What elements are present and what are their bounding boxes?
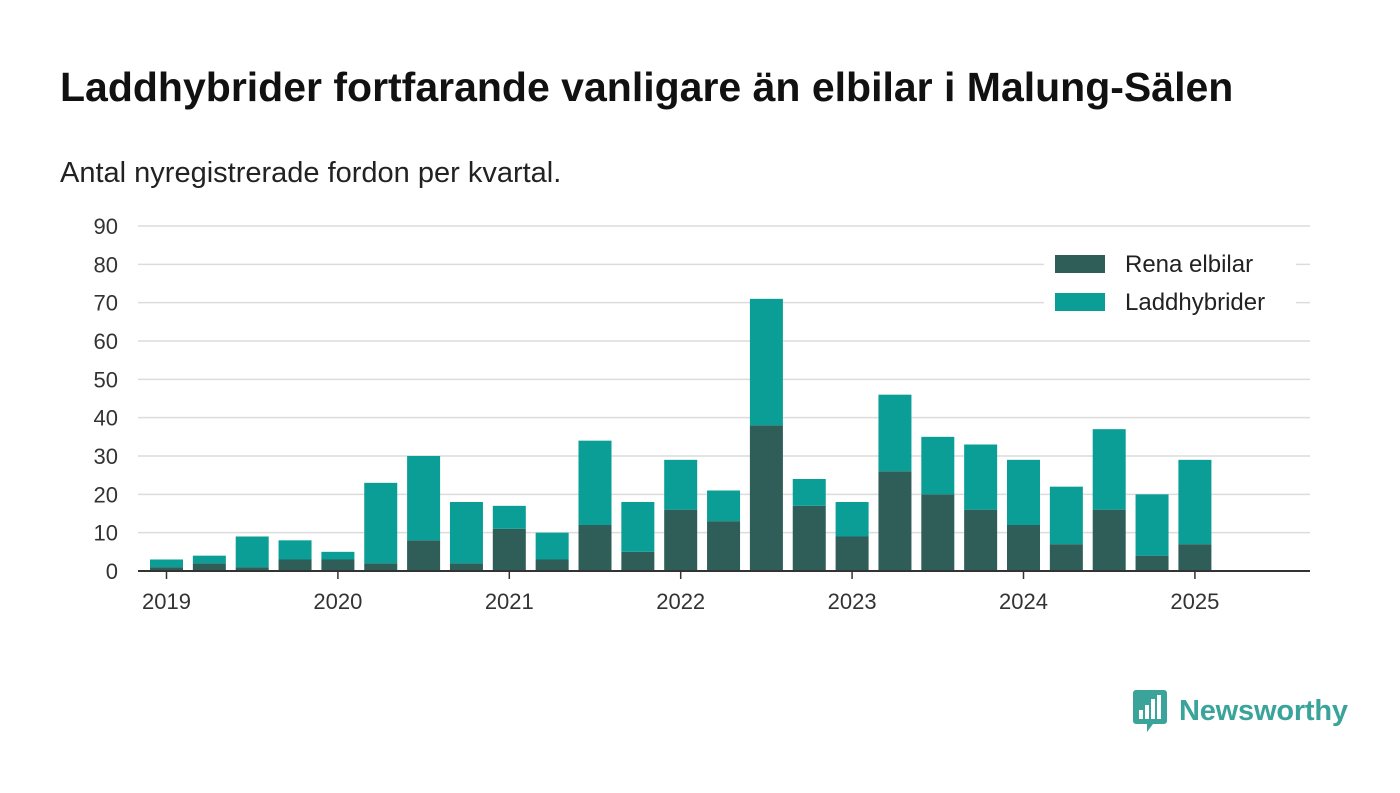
bar-rena-elbilar — [1007, 525, 1040, 571]
bar-laddhybrider — [535, 532, 569, 560]
y-tick-label: 20 — [94, 482, 118, 507]
bar-rena-elbilar — [364, 563, 398, 571]
y-tick-label: 80 — [94, 252, 118, 277]
bar-laddhybrider — [664, 459, 698, 510]
bar-laddhybrider — [364, 482, 398, 564]
x-tick-label: 2019 — [142, 589, 191, 614]
bar-rena-elbilar — [921, 494, 955, 571]
bar-rena-elbilar — [321, 559, 355, 571]
bar-rena-elbilar — [749, 425, 783, 571]
bar-rena-elbilar — [278, 559, 312, 571]
legend-label: Rena elbilar — [1125, 251, 1253, 278]
chart-title: Laddhybrider fortfarande vanligare än el… — [60, 64, 1234, 110]
bar-laddhybrider — [1049, 486, 1083, 545]
bar-laddhybrider — [1007, 459, 1040, 525]
bar-laddhybrider — [150, 559, 183, 568]
bar-rena-elbilar — [835, 536, 869, 571]
bar-rena-elbilar — [1049, 544, 1083, 571]
x-axis: 2019 2020 2021 2022 2023 2024 2025 — [138, 570, 1310, 614]
bar-laddhybrider — [449, 502, 483, 564]
bar-laddhybrider — [321, 551, 355, 560]
bar-laddhybrider — [578, 440, 612, 525]
bar-rena-elbilar — [192, 563, 226, 571]
bar-series — [150, 298, 1212, 571]
chart-subtitle: Antal nyregistrerade fordon per kvartal. — [60, 157, 562, 189]
bar-rena-elbilar — [792, 505, 826, 571]
y-tick-label: 30 — [94, 444, 118, 469]
legend: Rena elbilar Laddhybrider — [1044, 246, 1296, 318]
bar-laddhybrider — [1178, 459, 1212, 545]
bar-rena-elbilar — [492, 528, 526, 571]
bar-laddhybrider — [921, 436, 955, 495]
x-tick-label: 2020 — [313, 589, 362, 614]
bar-laddhybrider — [1092, 429, 1126, 510]
newsworthy-logo: Newsworthy — [1133, 690, 1348, 732]
y-tick-label: 70 — [94, 291, 118, 316]
bar-laddhybrider — [492, 505, 526, 529]
bar-rena-elbilar — [235, 567, 269, 571]
y-tick-label: 10 — [94, 521, 118, 546]
bar-laddhybrider — [1135, 494, 1169, 556]
bar-laddhybrider — [192, 555, 226, 564]
bar-rena-elbilar — [1178, 544, 1212, 571]
y-tick-label: 0 — [106, 559, 118, 584]
y-tick-label: 60 — [94, 329, 118, 354]
bar-laddhybrider — [707, 490, 741, 522]
legend-label: Laddhybrider — [1125, 289, 1265, 316]
bar-laddhybrider — [792, 479, 826, 506]
bar-laddhybrider — [278, 540, 312, 560]
bar-rena-elbilar — [150, 567, 183, 571]
y-tick-label: 50 — [94, 367, 118, 392]
legend-swatch — [1055, 255, 1105, 273]
bar-rena-elbilar — [664, 509, 698, 571]
bar-chart-icon — [1133, 690, 1167, 732]
bar-rena-elbilar — [964, 509, 998, 571]
bar-rena-elbilar — [1135, 555, 1169, 571]
x-tick-label: 2023 — [828, 589, 877, 614]
bar-rena-elbilar — [578, 525, 612, 571]
bar-laddhybrider — [621, 502, 655, 552]
bar-laddhybrider — [407, 456, 441, 541]
bar-rena-elbilar — [707, 521, 741, 571]
bar-laddhybrider — [235, 536, 269, 568]
x-tick-label: 2025 — [1170, 589, 1219, 614]
x-tick-label: 2022 — [656, 589, 705, 614]
bar-rena-elbilar — [535, 559, 569, 571]
brand-name: Newsworthy — [1179, 694, 1348, 727]
bar-rena-elbilar — [621, 551, 655, 571]
x-tick-label: 2021 — [485, 589, 534, 614]
legend-swatch — [1055, 293, 1105, 311]
x-tick-label: 2024 — [999, 589, 1048, 614]
y-tick-label: 90 — [94, 214, 118, 239]
y-tick-label: 40 — [94, 406, 118, 431]
bar-laddhybrider — [749, 298, 783, 426]
bar-rena-elbilar — [878, 471, 912, 571]
bar-laddhybrider — [835, 502, 869, 537]
bar-rena-elbilar — [449, 563, 483, 571]
bar-rena-elbilar — [1092, 509, 1126, 571]
bar-rena-elbilar — [407, 540, 441, 571]
bar-laddhybrider — [878, 394, 912, 472]
bar-laddhybrider — [964, 444, 998, 510]
y-axis-ticks: 0 10 20 30 40 50 60 70 80 90 — [94, 214, 118, 584]
